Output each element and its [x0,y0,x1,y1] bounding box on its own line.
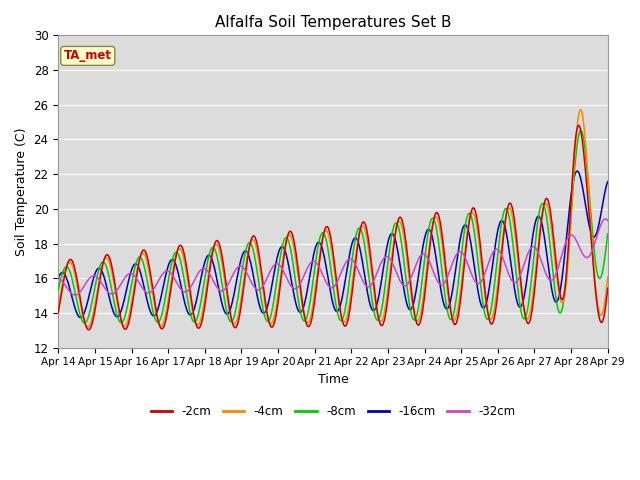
Legend: -2cm, -4cm, -8cm, -16cm, -32cm: -2cm, -4cm, -8cm, -16cm, -32cm [146,400,520,423]
Y-axis label: Soil Temperature (C): Soil Temperature (C) [15,127,28,256]
Title: Alfalfa Soil Temperatures Set B: Alfalfa Soil Temperatures Set B [215,15,451,30]
Text: TA_met: TA_met [64,49,112,62]
X-axis label: Time: Time [317,373,348,386]
